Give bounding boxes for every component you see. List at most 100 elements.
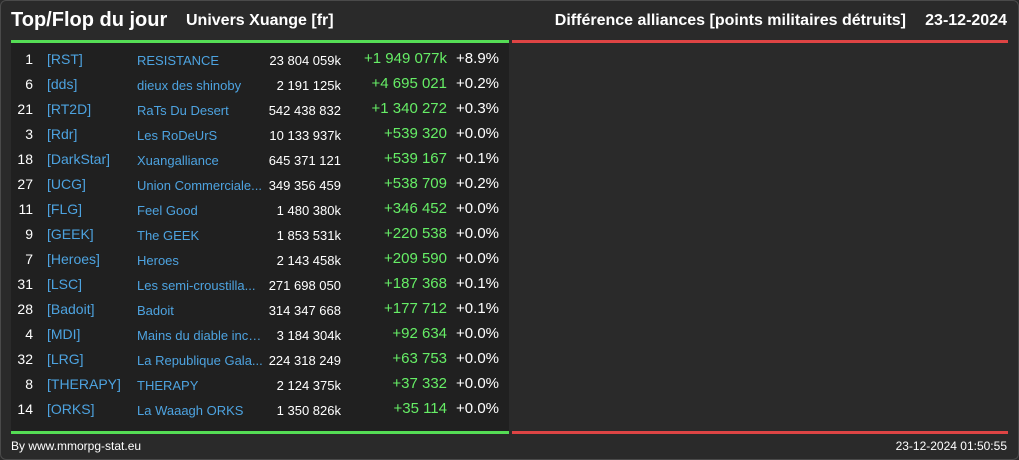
diff-cell: +187 368 [384,275,447,292]
alliance-tag-link[interactable]: [GEEK] [47,226,94,242]
metric-label: Différence alliances [points militaires … [554,12,906,29]
percent-cell: +0.2% [456,75,499,92]
table-row: 6 [dds] dieux des shinoby 2 191 125k +4 695 … [11,73,509,98]
percent-cell: +0.0% [456,375,499,392]
diff-cell: +346 452 [384,200,447,217]
alliance-tag-link[interactable]: [Badoit] [47,301,95,317]
points-cell: 349 356 459 [268,178,341,193]
percent-cell: +0.0% [456,325,499,342]
table-row: 9 [GEEK] The GEEK 1 853 531k +220 538 +0.0% [11,223,509,248]
alliance-tag-link[interactable]: [dds] [47,76,78,92]
alliance-tag-link[interactable]: [LRG] [47,351,84,367]
top-accent-bar-bottom [11,431,509,434]
alliance-tag-link[interactable]: [RT2D] [47,101,92,117]
diff-cell: +1 949 077k [364,50,447,67]
alliance-tag-link[interactable]: [RST] [47,51,83,67]
rank-cell: 6 [25,76,33,92]
page-title: Top/Flop du jour [11,9,168,31]
header: Top/Flop du jour Univers Xuange [fr] Dif… [0,0,1019,40]
points-cell: 2 124 375k [276,378,341,393]
alliance-tag-link[interactable]: [THERAPY] [47,376,121,392]
points-cell: 2 191 125k [276,78,341,93]
rank-cell: 4 [25,326,33,342]
rank-cell: 32 [17,351,33,367]
percent-cell: +0.3% [456,100,499,117]
diff-cell: +539 167 [384,150,447,167]
percent-cell: +0.0% [456,350,499,367]
percent-cell: +0.0% [456,250,499,267]
points-cell: 3 184 304k [276,328,341,343]
top-accent-bar [11,40,509,43]
flop-panel [512,40,1008,434]
table-row: 8 [THERAPY] THERAPY 2 124 375k +37 332 +0.0% [11,373,509,398]
percent-cell: +8.9% [456,50,499,67]
alliance-tag-link[interactable]: [MDI] [47,326,81,342]
points-cell: 1 480 380k [276,203,341,218]
points-cell: 645 371 121 [268,153,341,168]
table-row: 3 [Rdr] Les RoDeUrS 10 133 937k +539 320 +0.0… [11,123,509,148]
alliance-tag-link[interactable]: [Heroes] [47,251,100,267]
percent-cell: +0.1% [456,150,499,167]
diff-cell: +209 590 [384,250,447,267]
rank-cell: 9 [25,226,33,242]
points-cell: 314 347 668 [268,303,341,318]
points-cell: 1 350 826k [276,403,341,418]
diff-cell: +539 320 [384,125,447,142]
table-row: 14 [ORKS] La Waaagh ORKS 1 350 826k +35 114 +… [11,398,509,423]
rank-cell: 7 [25,251,33,267]
rank-cell: 18 [17,151,33,167]
top-list: 1 [RST] RESISTANCE 23 804 059k +1 949 077k +8… [11,48,509,423]
points-cell: 224 318 249 [268,353,341,368]
diff-cell: +177 712 [384,300,447,317]
rank-cell: 11 [18,201,33,217]
header-date: 23-12-2024 [925,12,1007,29]
alliance-tag-link[interactable]: [DarkStar] [47,151,111,167]
table-row: 31 [LSC] Les semi-croustilla... 271 698 050… [11,273,509,298]
table-row: 1 [RST] RESISTANCE 23 804 059k +1 949 077k +8… [11,48,509,73]
table-row: 7 [Heroes] Heroes 2 143 458k +209 590 +0.0% [11,248,509,273]
rank-cell: 3 [25,126,33,142]
percent-cell: +0.0% [456,400,499,417]
percent-cell: +0.1% [456,275,499,292]
table-row: 11 [FLG] Feel Good 1 480 380k +346 452 +0.0% [11,198,509,223]
alliance-tag-link[interactable]: [FLG] [47,201,83,217]
points-cell: 542 438 832 [268,103,341,118]
credit-link[interactable]: By www.mmorpg-stat.eu [11,439,142,453]
table-row: 32 [LRG] La Republique Gala... 224 318 249 +… [11,348,509,373]
points-cell: 2 143 458k [276,253,341,268]
flop-accent-bar [512,40,1008,43]
flop-accent-bar-bottom [512,431,1008,434]
diff-cell: +63 753 [392,350,447,367]
percent-cell: +0.0% [456,200,499,217]
rank-cell: 31 [17,276,33,292]
alliance-tag-link[interactable]: [Rdr] [47,126,78,142]
diff-cell: +4 695 021 [371,75,448,92]
percent-cell: +0.0% [456,225,499,242]
table-row: 28 [Badoit] Badoit 314 347 668 +177 712 +0.1% [11,298,509,323]
alliance-tag-link[interactable]: [ORKS] [47,401,95,417]
rank-cell: 14 [17,401,33,417]
alliance-tag-link[interactable]: [UCG] [47,176,86,192]
points-cell: 23 804 059k [269,53,341,68]
diff-cell: +220 538 [384,225,447,242]
rank-cell: 28 [17,301,33,317]
percent-cell: +0.1% [456,300,499,317]
diff-cell: +37 332 [392,375,447,392]
rank-cell: 27 [17,176,33,192]
alliance-tag-link[interactable]: [LSC] [47,276,83,292]
table-row: 18 [DarkStar] Xuangalliance 645 371 121 +539… [11,148,509,173]
points-cell: 10 133 937k [269,128,341,143]
rank-cell: 8 [25,376,33,392]
table-row: 21 [RT2D] RaTs Du Desert 542 438 832 +1 340 … [11,98,509,123]
top-panel [11,40,509,434]
rank-cell: 21 [17,101,33,117]
diff-cell: +538 709 [384,175,447,192]
diff-cell: +1 340 272 [371,100,448,117]
table-row: 4 [MDI] Mains du diable inco... 3 184 304k +… [11,323,509,348]
points-cell: 271 698 050 [268,278,341,293]
rank-cell: 1 [25,51,33,67]
percent-cell: +0.0% [456,125,499,142]
points-cell: 1 853 531k [276,228,341,243]
footer-timestamp: 23-12-2024 01:50:55 [895,439,1007,453]
percent-cell: +0.2% [456,175,499,192]
